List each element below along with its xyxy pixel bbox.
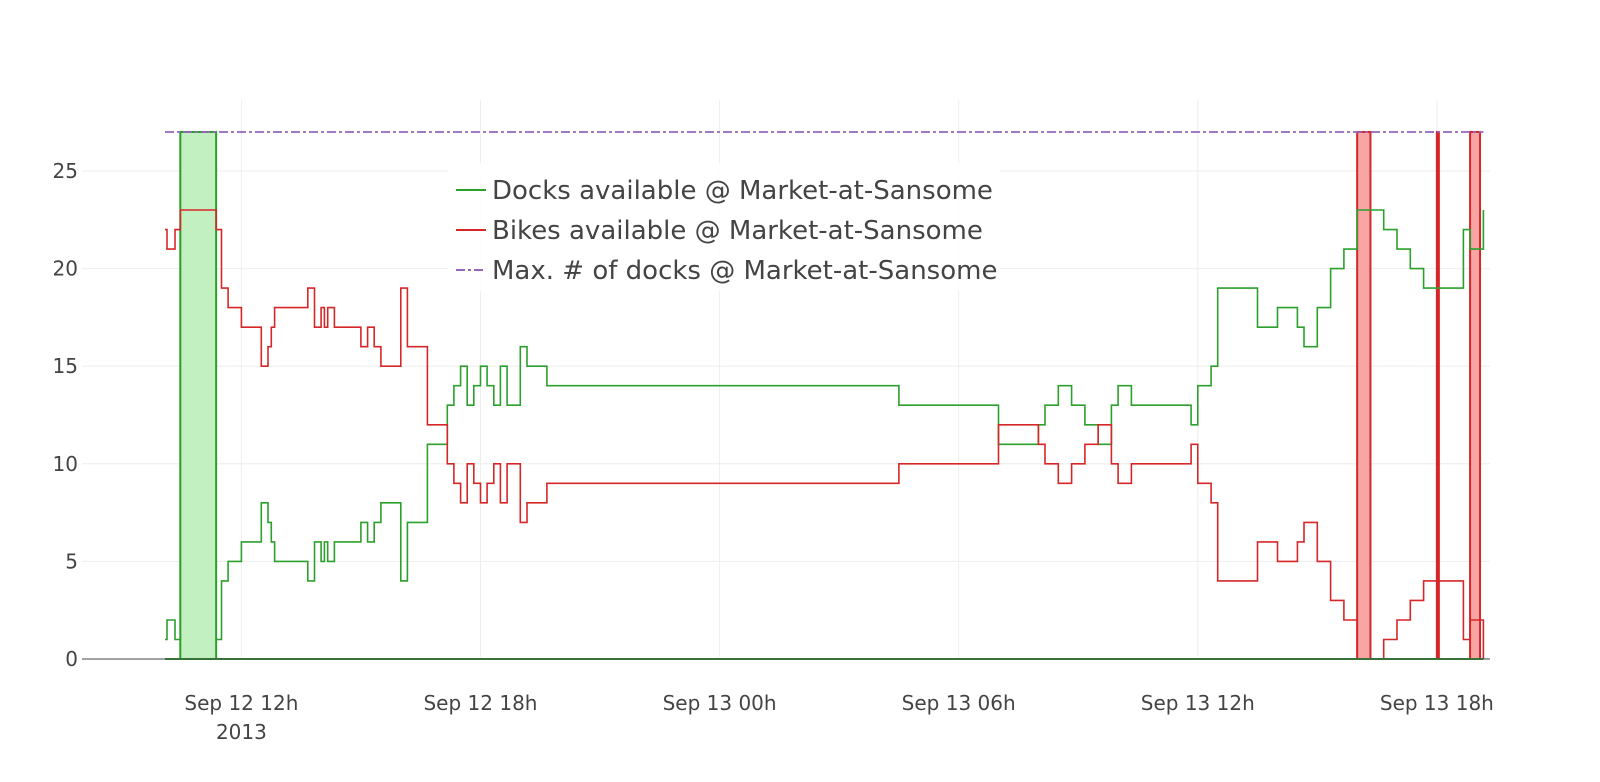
legend-label[interactable]: Bikes available @ Market-at-Sansome bbox=[492, 216, 983, 246]
legend-label[interactable]: Docks available @ Market-at-Sansome bbox=[492, 176, 993, 206]
fill-region bbox=[1356, 130, 1372, 660]
y-tick-label: 15 bbox=[53, 354, 78, 378]
x-tick-label: Sep 13 12h bbox=[1141, 691, 1255, 715]
x-tick-label: Sep 13 18h bbox=[1380, 691, 1494, 715]
series-line-1 bbox=[165, 209, 1485, 660]
x-tick-label: Sep 12 18h bbox=[423, 691, 537, 715]
legend[interactable]: Docks available @ Market-at-Sansome Bikes… bbox=[448, 163, 1000, 291]
x-tick-label: Sep 12 12h bbox=[184, 691, 298, 715]
y-tick-label: 20 bbox=[53, 257, 78, 281]
x-tick-sublabel: 2013 bbox=[216, 720, 267, 744]
x-tick-label: Sep 13 06h bbox=[902, 691, 1016, 715]
series-line-0 bbox=[165, 131, 1485, 641]
legend-label[interactable]: Max. # of docks @ Market-at-Sansome bbox=[492, 256, 997, 286]
fill-region bbox=[179, 130, 218, 660]
y-tick-label: 5 bbox=[65, 549, 78, 573]
y-tick-label: 0 bbox=[65, 647, 78, 671]
y-tick-label: 10 bbox=[53, 452, 78, 476]
legend-background bbox=[448, 163, 1000, 291]
fill-regions bbox=[179, 130, 1482, 660]
fill-region bbox=[1469, 130, 1482, 660]
y-tick-label: 25 bbox=[53, 159, 78, 183]
x-tick-label: Sep 13 00h bbox=[663, 691, 777, 715]
fill-region bbox=[1435, 130, 1440, 660]
axes: 0 5 10 15 20 25 Sep 12 12h 2013 Sep 12 18h Sep 13… bbox=[53, 159, 1494, 744]
